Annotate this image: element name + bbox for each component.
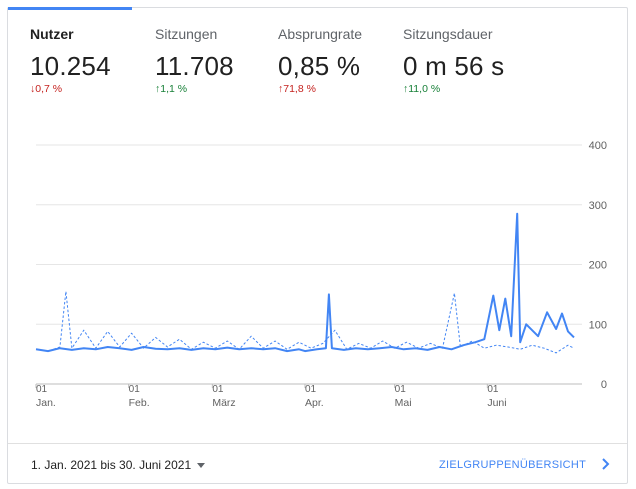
date-range-selector[interactable]: 1. Jan. 2021 bis 30. Juni 2021 xyxy=(31,458,206,472)
metric-tab-bounce-rate[interactable]: Absprungrate 0,85 % ↑71,8 % xyxy=(278,26,362,95)
metric-value: 11.708 xyxy=(155,51,234,81)
metric-tab-users[interactable]: Nutzer 10.254 ↓0,7 % xyxy=(30,26,111,95)
series-line-users xyxy=(35,212,575,353)
metric-change: ↑71,8 % xyxy=(278,83,316,95)
metric-change: ↑11,0 % xyxy=(403,83,441,95)
arrow-up-icon: ↑ xyxy=(278,83,284,95)
audience-overview-link[interactable]: ZIELGRUPPENÜBERSICHT xyxy=(439,459,587,471)
x-tick-day: 01 xyxy=(129,384,141,395)
arrow-up-icon: ↑ xyxy=(155,83,161,95)
metric-label: Nutzer xyxy=(30,26,74,42)
active-tab-indicator xyxy=(8,7,132,10)
series-line-comparison xyxy=(35,290,575,354)
metric-label: Sitzungsdauer xyxy=(403,26,493,42)
x-tick-day: 01 xyxy=(36,384,48,395)
y-tick-label: 200 xyxy=(589,260,607,272)
x-tick-month: Mai xyxy=(395,397,412,409)
y-tick-label: 300 xyxy=(589,200,607,212)
x-tick-day: 01 xyxy=(212,384,224,395)
metric-tab-session-duration[interactable]: Sitzungsdauer 0 m 56 s ↑11,0 % xyxy=(403,26,504,95)
y-tick-label: 0 xyxy=(601,379,607,391)
x-tick-month: März xyxy=(212,397,235,409)
x-tick-month: Feb. xyxy=(129,397,150,409)
chevron-right-icon[interactable] xyxy=(600,456,612,472)
users-line-chart: 0 100 200 300 400 01 Jan. 01 Feb. 01 März 01 Apr. 01 M… xyxy=(35,140,607,409)
metric-change: ↑1,1 % xyxy=(155,83,188,95)
x-tick-day: 01 xyxy=(395,384,407,395)
y-tick-label: 400 xyxy=(589,140,607,152)
x-tick-month: Jan. xyxy=(36,397,56,409)
y-tick-label: 100 xyxy=(589,319,607,331)
metric-label: Sitzungen xyxy=(155,26,218,42)
x-tick-month: Juni xyxy=(487,397,506,409)
caret-down-icon xyxy=(197,463,206,469)
x-tick-day: 01 xyxy=(487,384,499,395)
metric-value: 0 m 56 s xyxy=(403,51,505,81)
metric-change: ↓0,7 % xyxy=(30,83,63,95)
metric-tab-sessions[interactable]: Sitzungen 11.708 ↑1,1 % xyxy=(155,26,234,95)
arrow-up-icon: ↑ xyxy=(403,83,409,95)
date-range-label: 1. Jan. 2021 bis 30. Juni 2021 xyxy=(31,458,192,472)
x-tick-month: Apr. xyxy=(305,397,324,409)
audience-card xyxy=(7,7,628,484)
arrow-down-icon: ↓ xyxy=(30,83,36,95)
metric-value: 10.254 xyxy=(30,51,111,81)
x-tick-day: 01 xyxy=(305,384,317,395)
footer-divider xyxy=(8,443,627,444)
metric-label: Absprungrate xyxy=(278,26,363,42)
metric-value: 0,85 % xyxy=(278,51,361,81)
